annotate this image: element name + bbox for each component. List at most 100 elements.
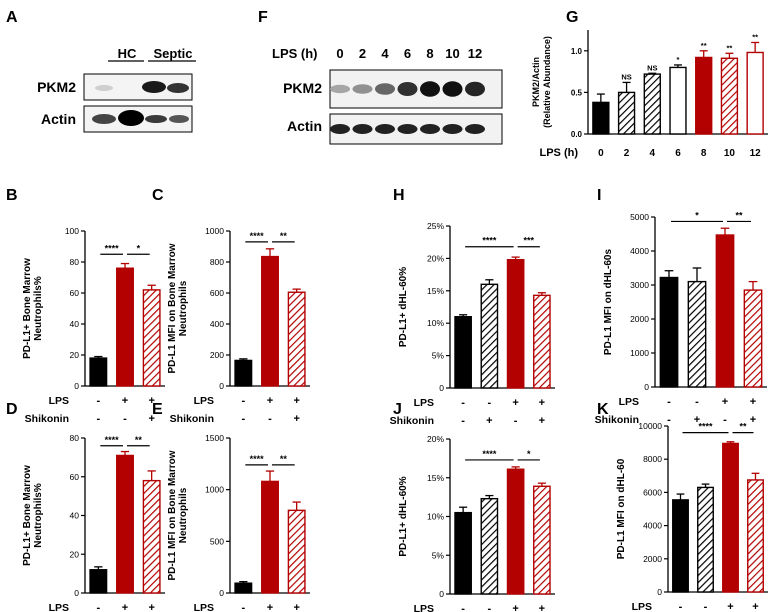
- bar: [506, 468, 525, 595]
- panel-letter-h: H: [393, 187, 405, 204]
- blot-band: [442, 81, 463, 97]
- y-tick-label: 1000: [205, 226, 224, 236]
- y-tick-label: 80: [70, 433, 80, 443]
- blot-band: [465, 124, 485, 134]
- panel-letter-e: E: [152, 401, 163, 418]
- y-axis-label: PD-L1+ Bone Marrow: [22, 465, 33, 566]
- x-tick-label: 12: [750, 148, 762, 159]
- treatment-sign: -: [461, 603, 465, 612]
- bar: [116, 267, 134, 387]
- y-tick-label: 0: [644, 382, 649, 392]
- bar: [695, 56, 713, 135]
- blot-band: [375, 124, 395, 134]
- treatment-sign: -: [96, 602, 100, 612]
- treatment-sign: +: [727, 601, 733, 612]
- treatment-sign: -: [667, 414, 671, 426]
- y-tick-label: 20%: [427, 253, 444, 263]
- treatment-sign: -: [695, 396, 699, 408]
- blot-f-lane-label: 0: [336, 46, 343, 61]
- treatment-sign: -: [241, 395, 245, 407]
- blot-band: [118, 110, 144, 126]
- x-tick-label: 0: [598, 148, 604, 159]
- bar: [747, 479, 764, 593]
- y-tick-label: 4000: [630, 246, 649, 256]
- treatment-label: LPS: [414, 397, 434, 409]
- y-axis-label: PD-L1+ dHL-60%: [398, 476, 409, 556]
- significance-label: **: [752, 32, 758, 41]
- treatment-label: LPS: [632, 601, 652, 612]
- treatment-sign: -: [96, 413, 100, 425]
- blot-a-group-septic: Septic: [153, 46, 192, 61]
- x-tick-label: 4: [650, 148, 656, 159]
- blot-f-row-pkm2: PKM2: [283, 80, 322, 96]
- treatment-sign: +: [752, 601, 758, 612]
- y-axis-label: PD-L1 MFI on Bone Marrow: [167, 450, 178, 580]
- bar: [142, 479, 161, 594]
- treatment-sign: +: [293, 413, 299, 425]
- treatment-sign: +: [539, 603, 545, 612]
- y-tick-label: 15%: [427, 473, 444, 483]
- treatment-label: LPS: [49, 602, 69, 612]
- blot-band: [92, 114, 116, 124]
- bar: [287, 291, 306, 387]
- treatment-sign: +: [267, 602, 273, 612]
- blot-f-lane-label: 4: [381, 46, 389, 61]
- y-axis-label: Neutrophils%: [33, 276, 44, 341]
- significance-label: NS: [621, 72, 631, 81]
- y-tick-label: 1.0: [571, 47, 583, 56]
- y-tick-label: 0: [439, 589, 444, 599]
- blot-band: [169, 115, 189, 123]
- y-axis-label: Neutrophils%: [33, 483, 44, 548]
- treatment-label: LPS: [49, 395, 69, 407]
- bar: [743, 289, 763, 388]
- panel-letter-k: K: [597, 401, 609, 418]
- y-tick-label: 0: [219, 588, 224, 598]
- significance-label: ****: [105, 435, 120, 445]
- blot-band: [420, 81, 440, 97]
- panel-letter-b: B: [6, 187, 18, 204]
- significance-label: **: [135, 435, 143, 445]
- y-tick-label: 10%: [427, 318, 444, 328]
- bar: [89, 357, 108, 387]
- blot-band: [420, 124, 440, 134]
- treatment-label: Shikonin: [390, 415, 434, 427]
- treatment-sign: -: [461, 415, 465, 427]
- bar: [480, 283, 499, 389]
- blot-band: [145, 115, 167, 123]
- x-tick-label: 2: [624, 148, 630, 159]
- significance-label: **: [727, 43, 733, 52]
- significance-label: ****: [698, 422, 713, 432]
- bar: [89, 569, 108, 594]
- chart-e: E 0 500 1000 1500 PD-L1 MFI on Bone Marrow Neu…: [152, 401, 310, 612]
- significance-label: ****: [482, 449, 497, 459]
- y-tick-label: 600: [210, 288, 224, 298]
- bar: [687, 280, 707, 388]
- y-tick-label: 20: [70, 549, 80, 559]
- bar: [617, 91, 636, 135]
- bar: [261, 255, 279, 387]
- y-tick-label: 100: [65, 226, 79, 236]
- treatment-label: LPS: [619, 396, 639, 408]
- panel-letter-d: D: [6, 401, 18, 418]
- treatment-sign: -: [704, 601, 708, 612]
- treatment-sign: +: [486, 415, 492, 427]
- chart-h: H05%10%15%20%25%PD-L1+ dHL-60%**** ***LPS…: [390, 187, 555, 427]
- bar: [697, 486, 714, 593]
- bar: [592, 101, 610, 135]
- blot-a-row-pkm2: PKM2: [37, 79, 76, 95]
- y-tick-label: 5%: [432, 550, 445, 560]
- treatment-sign: +: [293, 602, 299, 612]
- significance-label: ****: [250, 231, 265, 241]
- panel-letter-c: C: [152, 187, 164, 204]
- treatment-sign: +: [512, 603, 518, 612]
- treatment-sign: +: [148, 413, 154, 425]
- treatment-sign: -: [488, 397, 492, 409]
- y-axis-label: PD-L1+ Bone Marrow: [22, 258, 33, 359]
- blot-f-lane-label: 12: [468, 46, 482, 61]
- blot-band: [352, 124, 373, 134]
- treatment-sign: +: [148, 395, 154, 407]
- y-tick-label: 0.5: [571, 88, 583, 97]
- y-axis-label: (Relative Abundance): [542, 36, 552, 128]
- treatment-sign: -: [461, 397, 465, 409]
